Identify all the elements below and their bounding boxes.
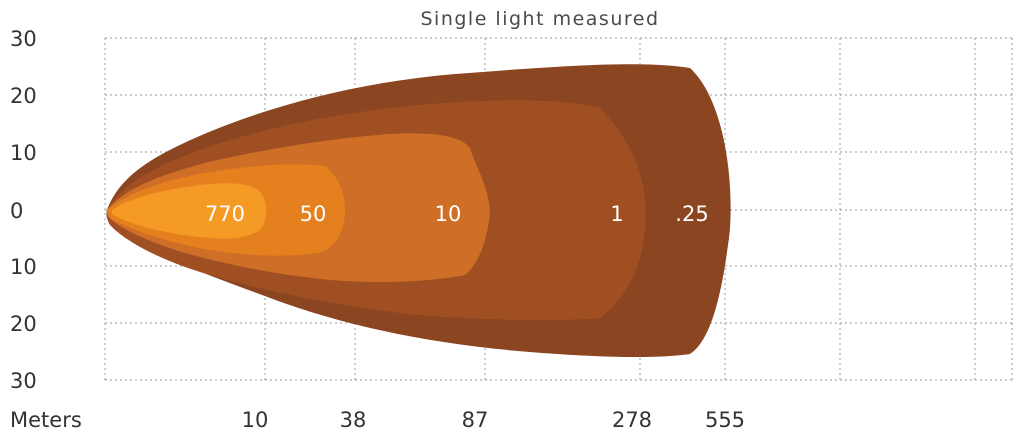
x-axis-ticks: 10 38 87 278 555 [242,408,745,432]
y-tick-label: 20 [10,312,37,336]
chart-title: Single light measured [420,8,659,30]
isolux-label: 50 [300,202,327,226]
y-tick-label: 30 [10,369,37,393]
x-tick-label: 555 [705,408,745,432]
y-axis-ticks: 30 20 10 0 10 20 30 [10,27,37,393]
x-tick-label: 87 [462,408,489,432]
isolux-label: .25 [675,202,708,226]
isolux-label: 770 [205,202,245,226]
y-tick-label: 0 [10,199,23,223]
y-tick-label: 10 [10,255,37,279]
x-tick-label: 38 [340,408,367,432]
isolux-label: 10 [435,202,462,226]
y-tick-label: 20 [10,84,37,108]
y-tick-label: 10 [10,141,37,165]
x-tick-label: 10 [242,408,269,432]
isolux-labels: .25 1 10 50 770 [205,202,709,226]
beam-zone-770 [112,183,267,239]
x-axis-label: Meters [10,408,82,432]
y-tick-label: 30 [10,27,37,51]
x-tick-label: 278 [612,408,652,432]
isolux-label: 1 [610,202,623,226]
